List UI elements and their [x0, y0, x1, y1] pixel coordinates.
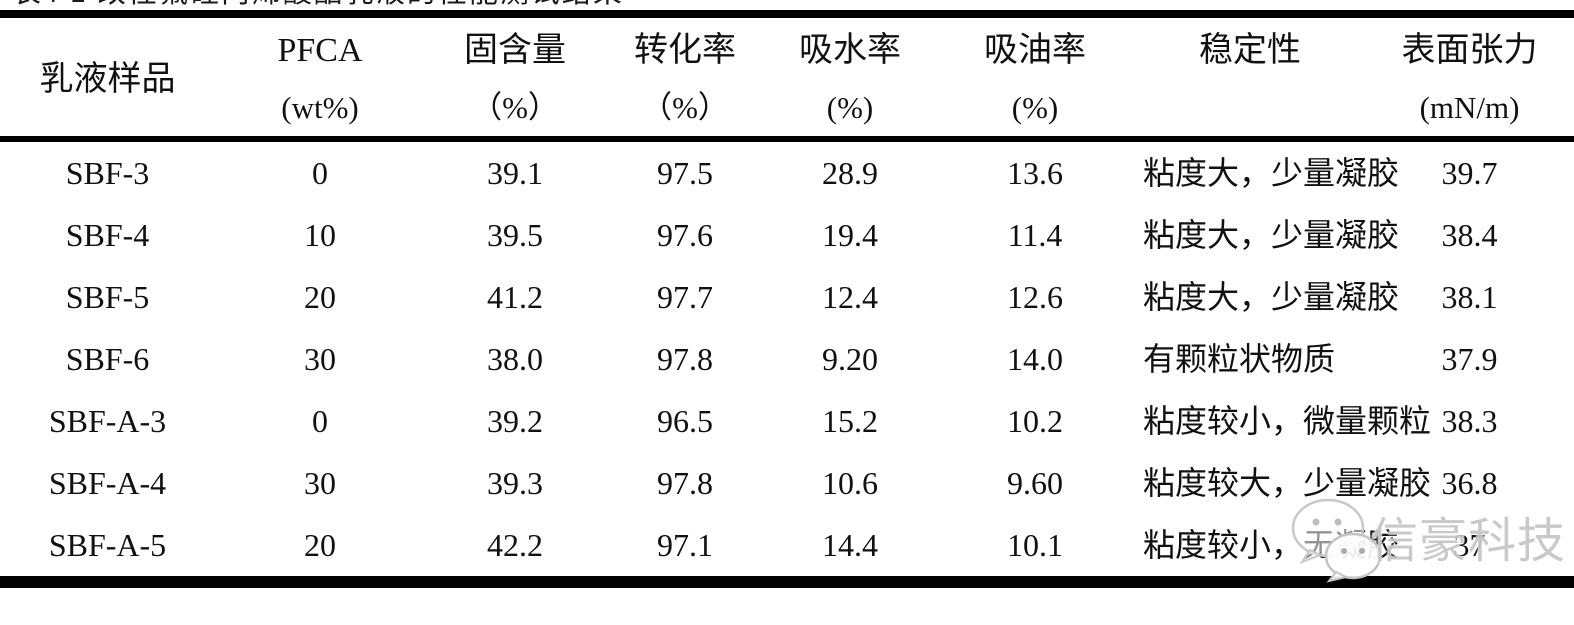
header-surface-tension: 表面张力 (mN/m) [1365, 18, 1574, 136]
pfca-cell: 20 [304, 279, 336, 315]
conversion-cell: 97.8 [657, 465, 713, 501]
conversion-cell: 97.8 [657, 341, 713, 377]
header-unit: (wt%) [281, 90, 359, 125]
header-unit: （%） [471, 90, 559, 125]
surface-tension-cell: 38.3 [1441, 403, 1498, 439]
surface-tension-cell: 37.9 [1441, 341, 1498, 377]
header-label: 转化率 [634, 32, 736, 69]
sample-name-cell: SBF-5 [65, 279, 150, 315]
table-row: SBF-A-3 0 39.2 96.5 15.2 10.2 粘度较小，微量颗粒 … [0, 390, 1574, 452]
table-bottom-rule [0, 576, 1574, 588]
header-unit: (mN/m) [1419, 90, 1520, 125]
stability-cell: 粘度大，少量凝胶 [1143, 279, 1400, 315]
sample-name-cell: SBF-A-5 [48, 527, 167, 563]
header-stability: 稳定性 [1135, 18, 1365, 136]
oil-absorption-cell: 12.6 [1007, 279, 1063, 315]
header-label: 吸油率 [984, 32, 1086, 69]
oil-absorption-cell: 13.6 [1007, 155, 1063, 191]
surface-tension-cell: 39.7 [1441, 155, 1498, 191]
stability-cell: 有颗粒状物质 [1143, 341, 1336, 377]
pfca-cell: 0 [312, 155, 328, 191]
stability-cell: 粘度较大，少量凝胶 [1143, 465, 1432, 501]
table-row: SBF-6 30 38.0 97.8 9.20 14.0 有颗粒状物质 37.9 [0, 328, 1574, 390]
cropped-table-caption: 表4-2 改性氟硅丙烯酸酯乳液的性能测试结果 [12, 0, 632, 9]
header-oil-absorption: 吸油率 (%) [935, 18, 1135, 136]
header-water-absorption: 吸水率 (%) [765, 18, 935, 136]
water-absorption-cell: 19.4 [822, 217, 878, 253]
pfca-cell: 20 [304, 527, 336, 563]
header-label: 稳定性 [1199, 32, 1301, 69]
header-pfca: PFCA (wt%) [215, 18, 425, 136]
stability-cell: 粘度大，少量凝胶 [1143, 155, 1400, 191]
caption-text: 表4-2 改性氟硅丙烯酸酯乳液的性能测试结果 [12, 0, 632, 8]
table-row: SBF-4 10 39.5 97.6 19.4 11.4 粘度大，少量凝胶 38… [0, 204, 1574, 266]
stability-cell: 粘度较小，微量颗粒 [1143, 403, 1432, 439]
header-solid-content: 固含量 （%） [425, 18, 605, 136]
water-absorption-cell: 14.4 [822, 527, 878, 563]
oil-absorption-cell: 11.4 [1007, 217, 1063, 253]
solid-content-cell: 39.2 [487, 403, 543, 439]
pfca-cell: 30 [304, 341, 336, 377]
water-absorption-cell: 10.6 [822, 465, 878, 501]
stability-cell: 粘度较小，无凝胶 [1143, 527, 1400, 563]
header-divider-rule [0, 136, 1574, 142]
oil-absorption-cell: 14.0 [1007, 341, 1063, 377]
table-body: SBF-3 0 39.1 97.5 28.9 13.6 粘度大，少量凝胶 39.… [0, 142, 1574, 576]
conversion-cell: 97.1 [657, 527, 713, 563]
header-unit: (%) [826, 90, 874, 125]
table-row: SBF-A-4 30 39.3 97.8 10.6 9.60 粘度较大，少量凝胶… [0, 452, 1574, 514]
header-label: 吸水率 [799, 32, 901, 69]
sample-name-cell: SBF-4 [65, 217, 150, 253]
sample-name-cell: SBF-A-3 [48, 403, 167, 439]
table-header-row: 乳液样品 PFCA (wt%) 固含量 （%） 转化率 （%） 吸水率 (%) … [0, 18, 1574, 136]
surface-tension-cell: 38.1 [1441, 279, 1498, 315]
conversion-cell: 96.5 [657, 403, 713, 439]
oil-absorption-cell: 10.2 [1007, 403, 1063, 439]
table-top-rule [0, 10, 1574, 18]
pfca-cell: 0 [312, 403, 328, 439]
conversion-cell: 97.7 [657, 279, 713, 315]
water-absorption-cell: 12.4 [822, 279, 878, 315]
oil-absorption-cell: 10.1 [1007, 527, 1063, 563]
sample-name-cell: SBF-6 [65, 341, 150, 377]
sample-name-cell: SBF-3 [65, 155, 150, 191]
header-sample: 乳液样品 [0, 18, 215, 136]
solid-content-cell: 39.5 [487, 217, 543, 253]
oil-absorption-cell: 9.60 [1007, 465, 1063, 501]
surface-tension-cell: 37 [1453, 527, 1486, 563]
header-label: 固含量 [464, 32, 566, 69]
header-conversion: 转化率 （%） [605, 18, 765, 136]
pfca-cell: 30 [304, 465, 336, 501]
solid-content-cell: 41.2 [487, 279, 543, 315]
conversion-cell: 97.6 [657, 217, 713, 253]
surface-tension-cell: 36.8 [1441, 465, 1498, 501]
header-unit: （%） [641, 90, 729, 125]
table-row: SBF-5 20 41.2 97.7 12.4 12.6 粘度大，少量凝胶 38… [0, 266, 1574, 328]
stability-cell: 粘度大，少量凝胶 [1143, 217, 1400, 253]
header-label: 乳液样品 [39, 60, 176, 98]
header-unit: (%) [1011, 90, 1059, 125]
solid-content-cell: 38.0 [487, 341, 543, 377]
sample-name-cell: SBF-A-4 [48, 465, 167, 501]
solid-content-cell: 39.3 [487, 465, 543, 501]
water-absorption-cell: 28.9 [822, 155, 878, 191]
table-row: SBF-3 0 39.1 97.5 28.9 13.6 粘度大，少量凝胶 39.… [0, 142, 1574, 204]
solid-content-cell: 42.2 [487, 527, 543, 563]
header-label: 表面张力 [1401, 32, 1538, 69]
water-absorption-cell: 9.20 [822, 341, 878, 377]
header-label: PFCA [277, 32, 363, 69]
surface-tension-cell: 38.4 [1441, 217, 1498, 253]
water-absorption-cell: 15.2 [822, 403, 878, 439]
table-row: SBF-A-5 20 42.2 97.1 14.4 10.1 粘度较小，无凝胶 … [0, 514, 1574, 576]
solid-content-cell: 39.1 [487, 155, 543, 191]
pfca-cell: 10 [304, 217, 336, 253]
conversion-cell: 97.5 [657, 155, 713, 191]
